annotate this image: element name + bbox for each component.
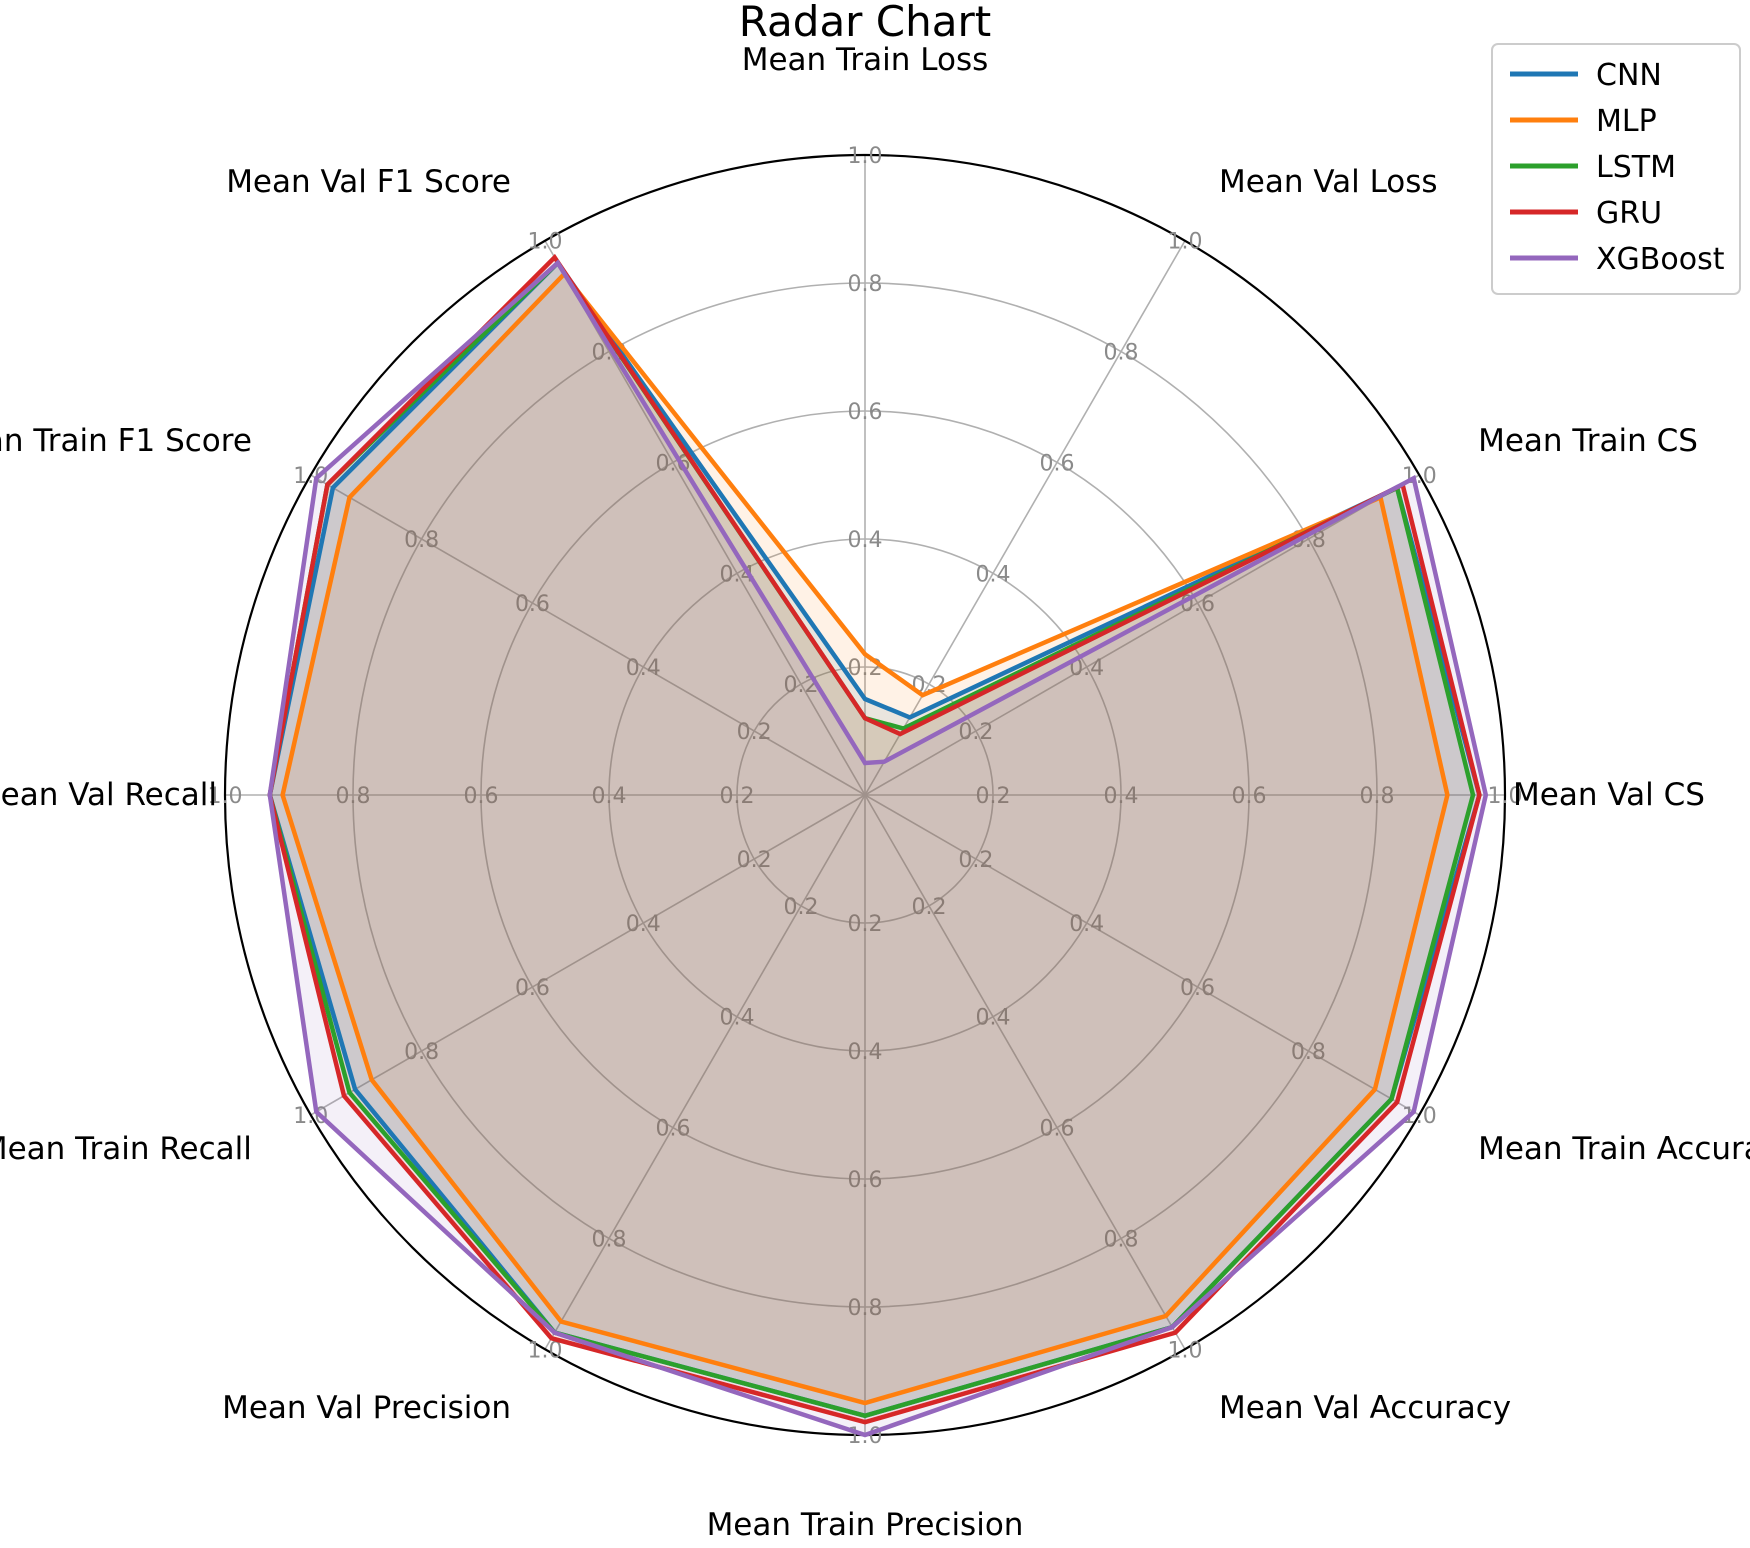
tick-label: 0.4 xyxy=(1104,784,1139,809)
legend-label: LSTM xyxy=(1596,150,1676,185)
tick-label: 0.2 xyxy=(912,895,947,920)
tick-label: 0.6 xyxy=(1040,1117,1075,1142)
axis-label: Mean Val Recall xyxy=(0,777,217,813)
series-fill-lstm xyxy=(269,262,1473,1416)
tick-label: 0.8 xyxy=(404,1040,439,1065)
spoke-11 xyxy=(310,474,866,796)
spoke-5 xyxy=(864,794,1420,1116)
axis-label: Mean Train Recall xyxy=(0,1131,252,1167)
axis-label: Mean Train Loss xyxy=(742,42,989,78)
tick-label: 0.8 xyxy=(848,1296,883,1321)
series-fill-xgboost xyxy=(269,262,1486,1435)
tick-label: 1.0 xyxy=(1402,464,1437,489)
grid-layer: 0.2 0.4 0.6 0.8 1.0 0.2 0.4 0.6 0.8 1.0 0.2 0.4 0.6 0… xyxy=(208,144,1523,1449)
spoke-8 xyxy=(544,794,866,1350)
tick-label: 0.6 xyxy=(515,592,550,617)
series-fill-mlp xyxy=(282,274,1448,1403)
tick-label: 0.6 xyxy=(515,976,550,1001)
series-fill-cnn xyxy=(269,262,1480,1416)
tick-label: 1.0 xyxy=(1168,1338,1203,1363)
tick-label: 0.2 xyxy=(958,720,993,745)
tick-label: 0.4 xyxy=(976,562,1011,587)
axis-label: Mean Train F1 Score xyxy=(0,423,252,459)
tick-label: 0.6 xyxy=(1232,784,1267,809)
tick-label: 0.4 xyxy=(592,784,627,809)
tick-label: 0.4 xyxy=(626,912,661,937)
tick-label: 0.6 xyxy=(656,1117,691,1142)
legend: CNN MLP LSTM GRU XGBoost xyxy=(1491,43,1741,295)
tick-label: 1.0 xyxy=(1168,230,1203,255)
axis-label: Mean Val Precision xyxy=(222,1390,511,1426)
legend-label: MLP xyxy=(1596,104,1657,139)
tick-label: 0.8 xyxy=(1360,784,1395,809)
tick-label: 1.0 xyxy=(293,464,328,489)
tick-label: 0.8 xyxy=(592,1227,627,1252)
tick-label: 0.6 xyxy=(848,400,883,425)
series-layer xyxy=(267,253,1489,1438)
tick-label: 0.6 xyxy=(1180,976,1215,1001)
tick-label: 0.2 xyxy=(976,784,1011,809)
tick-label: 0.6 xyxy=(1040,451,1075,476)
axis-label: Mean Val F1 Score xyxy=(226,164,511,200)
tick-label: 0.4 xyxy=(848,528,883,553)
tick-label: 0.6 xyxy=(464,784,499,809)
series-line-xgboost xyxy=(267,259,1489,1438)
tick-label: 1.0 xyxy=(528,230,563,255)
axis-label: Mean Train Accuracy xyxy=(1478,1131,1750,1167)
tick-label: 0.2 xyxy=(848,912,883,937)
spoke-6 xyxy=(864,794,1186,1350)
tick-label: 0.4 xyxy=(1069,912,1104,937)
tick-label: 1.0 xyxy=(848,144,883,169)
tick-label: 0.2 xyxy=(737,720,772,745)
axis-label: Mean Val CS xyxy=(1513,777,1705,813)
tick-label: 0.8 xyxy=(848,272,883,297)
tick-label: 0.8 xyxy=(1104,1227,1139,1252)
tick-label: 0.8 xyxy=(404,528,439,553)
legend-label: XGBoost xyxy=(1596,242,1725,277)
legend-box xyxy=(1491,43,1741,295)
legend-label: CNN xyxy=(1596,58,1662,93)
tick-label: 1.0 xyxy=(208,784,243,809)
axis-label: Mean Val Accuracy xyxy=(1219,1390,1511,1426)
tick-label: 0.2 xyxy=(784,895,819,920)
tick-label: 0.4 xyxy=(848,1040,883,1065)
tick-label: 1.0 xyxy=(1488,784,1523,809)
tick-label: 0.4 xyxy=(976,1006,1011,1031)
tick-label: 0.8 xyxy=(336,784,371,809)
axis-label: Mean Val Loss xyxy=(1219,164,1438,200)
tick-label: 0.2 xyxy=(720,784,755,809)
tick-label: 0.2 xyxy=(737,848,772,873)
tick-label: 0.4 xyxy=(626,656,661,681)
tick-label: 0.6 xyxy=(848,1168,883,1193)
chart-title: Radar Chart xyxy=(739,0,991,46)
spoke-2 xyxy=(864,240,1186,796)
axis-label: Mean Train CS xyxy=(1478,423,1698,459)
tick-label: 0.2 xyxy=(958,848,993,873)
axis-label: Mean Train Precision xyxy=(707,1507,1024,1543)
spoke-3 xyxy=(864,474,1420,796)
spoke-9 xyxy=(310,794,866,1116)
tick-label: 1.0 xyxy=(528,1338,563,1363)
series-fill-gru xyxy=(269,257,1480,1423)
tick-label: 0.8 xyxy=(1291,1040,1326,1065)
tick-label: 0.4 xyxy=(720,1006,755,1031)
axis-label-layer: Mean Train Loss Mean Val Loss Mean Train C… xyxy=(0,42,1750,1543)
tick-label: 0.8 xyxy=(1104,341,1139,366)
legend-label: GRU xyxy=(1596,196,1662,231)
